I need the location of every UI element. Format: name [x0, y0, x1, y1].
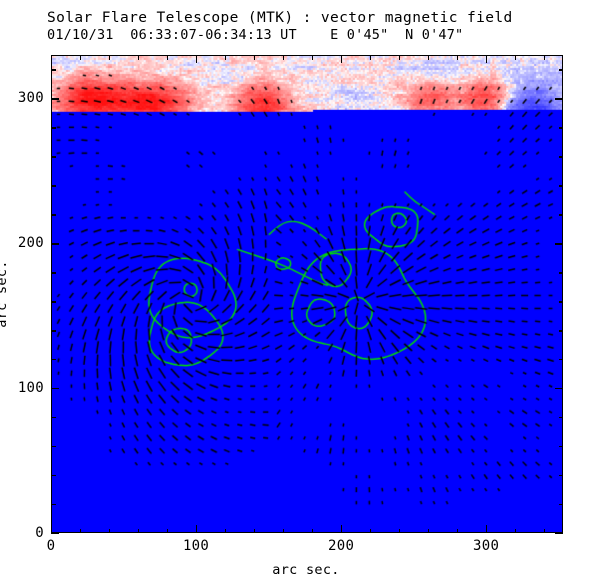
y-axis-tick — [51, 504, 56, 506]
x-axis-title: arc sec. — [272, 562, 340, 578]
vector-magnetogram-image — [52, 56, 562, 532]
y-axis-right-tick — [558, 417, 563, 419]
x-axis-tick — [341, 525, 343, 533]
x-axis-tick — [544, 528, 546, 533]
x-axis-top-tick — [457, 55, 459, 60]
x-axis-top-tick — [486, 55, 488, 63]
y-axis-right-tick — [555, 243, 563, 245]
y-axis-right-tick — [555, 98, 563, 100]
y-axis-tick — [51, 533, 59, 535]
x-axis-tick — [138, 528, 140, 533]
x-axis-tick — [80, 528, 82, 533]
x-axis-top-tick — [196, 55, 198, 63]
y-axis-right-tick — [558, 475, 563, 477]
y-axis-tick — [51, 214, 56, 216]
y-axis-tick — [51, 475, 56, 477]
y-axis-tick — [51, 417, 56, 419]
x-axis-top-tick — [515, 55, 517, 60]
x-axis-top-tick — [341, 55, 343, 63]
y-axis-tick — [51, 69, 56, 71]
x-axis-tick — [399, 528, 401, 533]
x-axis-tick — [370, 528, 372, 533]
y-axis-right-tick — [558, 156, 563, 158]
magnetogram-canvas-container — [52, 56, 562, 532]
y-axis-right-tick — [555, 388, 563, 390]
y-axis-right-tick — [558, 127, 563, 129]
x-axis-tick — [167, 528, 169, 533]
y-axis-tick — [51, 272, 56, 274]
x-tick-label: 200 — [327, 538, 355, 554]
x-axis-tick — [486, 525, 488, 533]
x-axis-top-tick — [225, 55, 227, 60]
y-axis-tick — [51, 185, 56, 187]
y-axis-tick — [51, 301, 56, 303]
y-axis-tick — [51, 243, 59, 245]
y-axis-tick — [51, 359, 56, 361]
x-axis-tick — [225, 528, 227, 533]
x-axis-top-tick — [370, 55, 372, 60]
y-tick-label: 200 — [17, 235, 44, 252]
x-axis-top-tick — [138, 55, 140, 60]
x-tick-label: 300 — [473, 538, 500, 554]
y-axis-right-tick — [558, 185, 563, 187]
y-axis-right-tick — [558, 214, 563, 216]
x-axis-top-tick — [428, 55, 430, 60]
x-axis-tick — [51, 525, 53, 533]
chart-title: Solar Flare Telescope (MTK) : vector mag… — [47, 10, 513, 26]
x-axis-top-tick — [51, 55, 53, 63]
y-tick-label: 300 — [17, 90, 44, 107]
y-axis-right-tick — [558, 69, 563, 71]
x-axis-tick — [515, 528, 517, 533]
x-axis-top-tick — [109, 55, 111, 60]
y-axis-tick — [51, 388, 59, 390]
x-axis-tick — [283, 528, 285, 533]
chart-title-block: Solar Flare Telescope (MTK) : vector mag… — [47, 10, 587, 44]
y-axis-title: arc sec. — [0, 260, 10, 328]
y-axis-right-tick — [558, 446, 563, 448]
y-axis-tick — [51, 156, 56, 158]
x-tick-label: 100 — [182, 538, 210, 554]
y-tick-label: 0 — [35, 525, 44, 541]
y-axis-tick — [51, 446, 56, 448]
x-axis-top-tick — [544, 55, 546, 60]
x-axis-top-tick — [80, 55, 82, 60]
y-axis-tick — [51, 98, 59, 100]
y-axis-tick — [51, 330, 56, 332]
y-axis-right-tick — [558, 330, 563, 332]
y-tick-label: 100 — [17, 380, 44, 397]
x-axis-top-tick — [312, 55, 314, 60]
x-axis-tick — [312, 528, 314, 533]
x-axis-top-tick — [283, 55, 285, 60]
x-axis-top-tick — [254, 55, 256, 60]
x-axis-top-tick — [167, 55, 169, 60]
y-axis-right-tick — [558, 272, 563, 274]
x-axis-tick — [428, 528, 430, 533]
x-axis-tick — [457, 528, 459, 533]
y-axis-right-tick — [558, 504, 563, 506]
y-axis-right-tick — [558, 301, 563, 303]
x-tick-label: 0 — [46, 538, 56, 554]
x-axis-tick — [109, 528, 111, 533]
magnetogram-plot-frame — [51, 55, 563, 533]
x-axis-tick — [196, 525, 198, 533]
y-axis-tick — [51, 127, 56, 129]
chart-subtitle: 01/10/31 06:33:07-06:34:13 UT E 0'45" N … — [47, 27, 464, 43]
x-axis-top-tick — [399, 55, 401, 60]
y-axis-right-tick — [555, 533, 563, 535]
y-axis-right-tick — [558, 359, 563, 361]
x-axis-tick — [254, 528, 256, 533]
